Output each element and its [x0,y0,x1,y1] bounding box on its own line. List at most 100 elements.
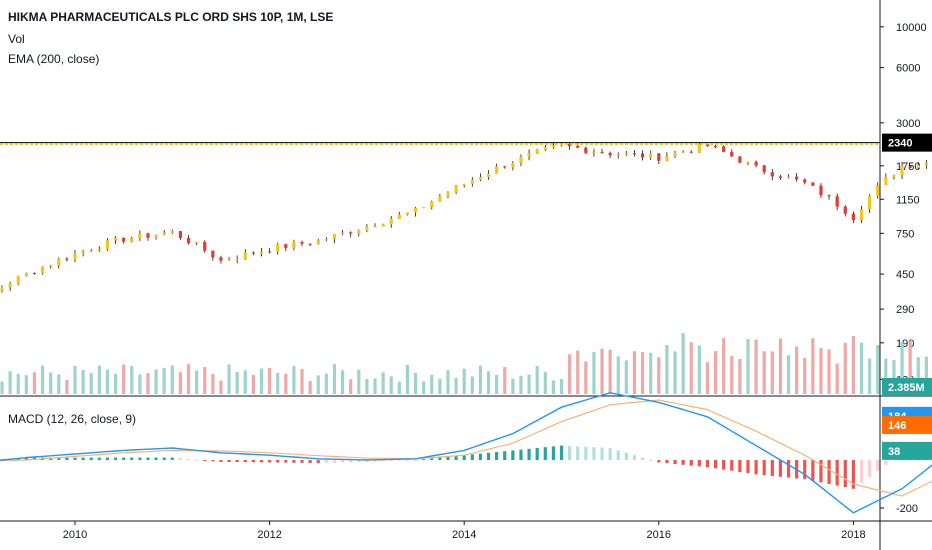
volume-bar [430,374,434,394]
macd-histogram-bar [835,460,839,486]
macd-histogram-bar [235,460,239,463]
volume-bar [57,374,61,394]
macd-histogram-bar [843,460,847,488]
volume-bar [478,365,483,394]
candle-body [154,235,158,238]
macd-histogram-bar [81,457,85,460]
chart-title: HIKMA PHARMACEUTICALS PLC ORD SHS 10P, 1… [8,10,334,24]
candle-body [0,287,4,291]
candle-body [503,166,507,168]
macd-histogram-bar [422,459,426,461]
candle-body [722,146,726,152]
macd-histogram-bar [778,460,783,477]
time-axis-tick-label: 2012 [257,529,281,541]
macd-histogram-bar [884,460,888,465]
macd-histogram-bar [462,455,466,460]
volume-bar [81,370,85,394]
macd-histogram-bar [503,451,507,460]
macd-histogram-bar [584,446,588,460]
volume-bar [632,351,637,394]
candle-body [413,208,418,213]
volume-bar [324,373,328,394]
volume-bar [300,369,304,394]
candle-body [470,179,474,184]
candle-body [762,165,766,173]
candle-body [259,251,264,254]
volume-bar [316,375,320,394]
candle-body [738,156,742,163]
macd-histogram-bar [454,456,458,460]
macd-histogram-bar [511,450,515,460]
macd-histogram-bar [705,460,710,468]
candle-body [673,152,677,157]
volume-bar [446,370,450,394]
candle-body [568,144,572,146]
candle-body [227,260,231,262]
volume-bar [551,380,555,394]
price-tag-bg [882,133,932,152]
candle-body [592,151,596,153]
volume-bar [649,352,653,394]
volume-bar [97,365,101,394]
macd-histogram-bar [665,460,669,464]
volume-bar [405,364,410,394]
macd-histogram-bar [559,445,564,460]
macd-histogram-bar [697,460,701,467]
macd-histogram-bar [316,460,320,464]
macd-histogram-bar [178,458,183,460]
volume-bar [697,345,701,394]
candle-body [32,272,37,274]
volume-bar [349,379,353,394]
volume-bar [665,344,669,394]
macd-histogram-bar [349,460,353,463]
candle-body [584,147,588,153]
volume-bar [738,359,742,394]
volume-bar [527,374,531,394]
macd-histogram-bar [276,460,280,463]
macd-histogram-bar [827,460,831,484]
macd-histogram-bar [251,460,255,463]
macd-line [0,392,932,514]
candle-body [81,251,85,254]
macd-histogram-bar [722,460,726,470]
candle-body [219,257,223,261]
volume-bar [673,351,677,394]
macd-histogram-bar [770,460,774,476]
volume-bar [332,364,337,394]
volume-bar [778,338,783,394]
macd-histogram-bar [227,460,231,462]
macd-histogram-bar [543,447,547,460]
volume-bar [16,374,20,394]
macd-histogram-bar [762,460,766,476]
candle-body [454,185,458,193]
macd-histogram-bar [154,457,158,460]
volume-bar [827,349,831,394]
volume-bar [730,355,734,394]
macd-histogram-bar [811,460,815,481]
signal-tag-bg [882,415,932,434]
candle-body [446,192,450,197]
candles [0,142,928,293]
macd-histogram-bar [657,460,661,463]
volume-bar [130,366,134,394]
candle-body [195,241,199,244]
macd-histogram-bar [24,457,28,460]
candle-body [178,231,183,239]
volume-bar [340,370,345,394]
macd-histogram-bar [535,448,539,460]
macd-histogram-bar [89,457,93,460]
volume-bar [722,338,726,394]
macd-histogram-bar [146,457,150,460]
volume-bar [49,372,53,394]
volume-bar [584,361,588,394]
volume-bars [0,333,928,394]
macd-histogram-bar [65,457,69,460]
macd-histogram-bar [681,460,685,465]
macd-histogram-bar [438,457,442,460]
candle-body [462,183,466,186]
macd-legend: MACD (12, 26, close, 9) [8,412,137,426]
time-axis-tick-label: 2014 [452,529,476,541]
macd-histogram-bar [430,458,434,460]
macd-histogram-bar [803,460,807,480]
